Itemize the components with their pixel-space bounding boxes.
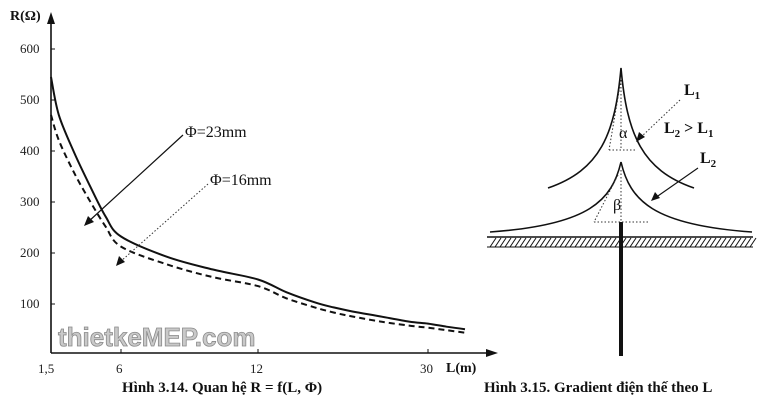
hatch-line — [689, 237, 697, 248]
leader-l2 — [654, 167, 699, 199]
hatch-line — [504, 237, 512, 248]
curve-l1 — [547, 67, 695, 189]
hatch-line — [579, 237, 587, 248]
hatch-line — [724, 237, 732, 248]
hatch-line — [719, 237, 727, 248]
hatch-line — [544, 237, 552, 248]
hatch-line — [519, 237, 527, 248]
annotation-phi-16mm: Φ=16mm — [210, 172, 272, 189]
hatch-line — [674, 237, 682, 248]
chart-caption: Hình 3.14. Quan hệ R = f(L, Φ) — [122, 380, 322, 396]
hatch-line — [624, 237, 632, 248]
series-phi-23mm-line — [50, 76, 466, 331]
y-tick-label: 100 — [20, 296, 40, 311]
diagram-caption: Hình 3.15. Gradient điện thế theo L — [484, 380, 712, 396]
hatch-line — [534, 237, 542, 248]
hatch-line — [494, 237, 502, 248]
label-l2-gt-l1: L2 > L1 — [664, 120, 713, 140]
hatch-line — [564, 237, 572, 248]
hatch-line — [629, 237, 637, 248]
hatch-line — [634, 237, 642, 248]
hatch-line — [734, 237, 742, 248]
hatch-line — [694, 237, 702, 248]
arrowhead-icon — [116, 256, 125, 266]
hatch-line — [669, 237, 677, 248]
y-tick-label: 600 — [20, 41, 40, 56]
hatch-line — [744, 237, 752, 248]
y-ticks: 100 200 300 400 500 600 — [20, 41, 55, 311]
hatch-line — [539, 237, 547, 248]
hatch-line — [659, 237, 667, 248]
x-tick-label: 6 — [116, 361, 123, 376]
x-tick-label: 1,5 — [38, 361, 54, 376]
angle-beta-guides — [593, 170, 650, 223]
hatch-line — [749, 237, 757, 248]
annotation-arrow-phi-23mm — [87, 134, 184, 223]
hatch-line — [709, 237, 717, 248]
hatch-line — [584, 237, 592, 248]
curve-l2 — [489, 161, 753, 233]
label-l1: L1 — [684, 82, 700, 102]
hatch-line — [554, 237, 562, 248]
y-axis-arrow-icon — [47, 12, 55, 24]
y-tick-label: 500 — [20, 92, 40, 107]
x-tick-label: 12 — [250, 361, 263, 376]
annotation-phi-23mm: Φ=23mm — [185, 124, 247, 141]
y-tick-label: 400 — [20, 143, 40, 158]
hatch-line — [594, 237, 602, 248]
hatch-line — [489, 237, 497, 248]
hatch-line — [524, 237, 532, 248]
arrowhead-icon — [651, 192, 660, 201]
hatch-line — [699, 237, 707, 248]
x-tick-label: 30 — [420, 361, 433, 376]
angle-alpha-guides — [608, 79, 636, 151]
hatch-line — [609, 237, 617, 248]
hatch-line — [649, 237, 657, 248]
hatch-line — [664, 237, 672, 248]
hatch-line — [529, 237, 537, 248]
arrowhead-icon — [636, 132, 645, 142]
angle-beta-label: β — [613, 197, 621, 214]
gradient-diagram: α β L1 L2 > L1 L2 Hình 3.15. Gradient đi… — [484, 67, 757, 396]
hatch-line — [739, 237, 747, 248]
hatch-line — [569, 237, 577, 248]
hatch-line — [604, 237, 612, 248]
series-phi-16mm-line — [50, 114, 466, 334]
x-axis-arrow-icon — [486, 349, 498, 357]
hatch-line — [729, 237, 737, 248]
hatch-line — [574, 237, 582, 248]
watermark-logo: thietkeMEP.com — [58, 322, 255, 352]
annotation-arrow-phi-16mm — [119, 183, 209, 263]
hatch-line — [499, 237, 507, 248]
angle-alpha-label: α — [619, 125, 628, 142]
y-tick-label: 200 — [20, 245, 40, 260]
hatch-line — [654, 237, 662, 248]
hatch-line — [559, 237, 567, 248]
hatch-line — [549, 237, 557, 248]
y-tick-label: 300 — [20, 194, 40, 209]
resistance-chart: R(Ω) L(m) 100 200 300 400 500 600 1,5 6 … — [10, 9, 498, 396]
x-ticks: 1,5 6 12 30 — [38, 349, 433, 376]
hatch-line — [589, 237, 597, 248]
hatch-line — [684, 237, 692, 248]
hatch-line — [714, 237, 722, 248]
hatch-line — [514, 237, 522, 248]
x-axis-title: L(m) — [446, 361, 477, 376]
arrowhead-icon — [84, 216, 94, 226]
leader-l1 — [639, 99, 681, 139]
hatch-line — [679, 237, 687, 248]
hatch-line — [644, 237, 652, 248]
y-axis-title: R(Ω) — [10, 9, 41, 24]
hatch-line — [509, 237, 517, 248]
hatch-line — [599, 237, 607, 248]
hatch-line — [704, 237, 712, 248]
hatch-line — [639, 237, 647, 248]
label-l2: L2 — [700, 150, 717, 170]
